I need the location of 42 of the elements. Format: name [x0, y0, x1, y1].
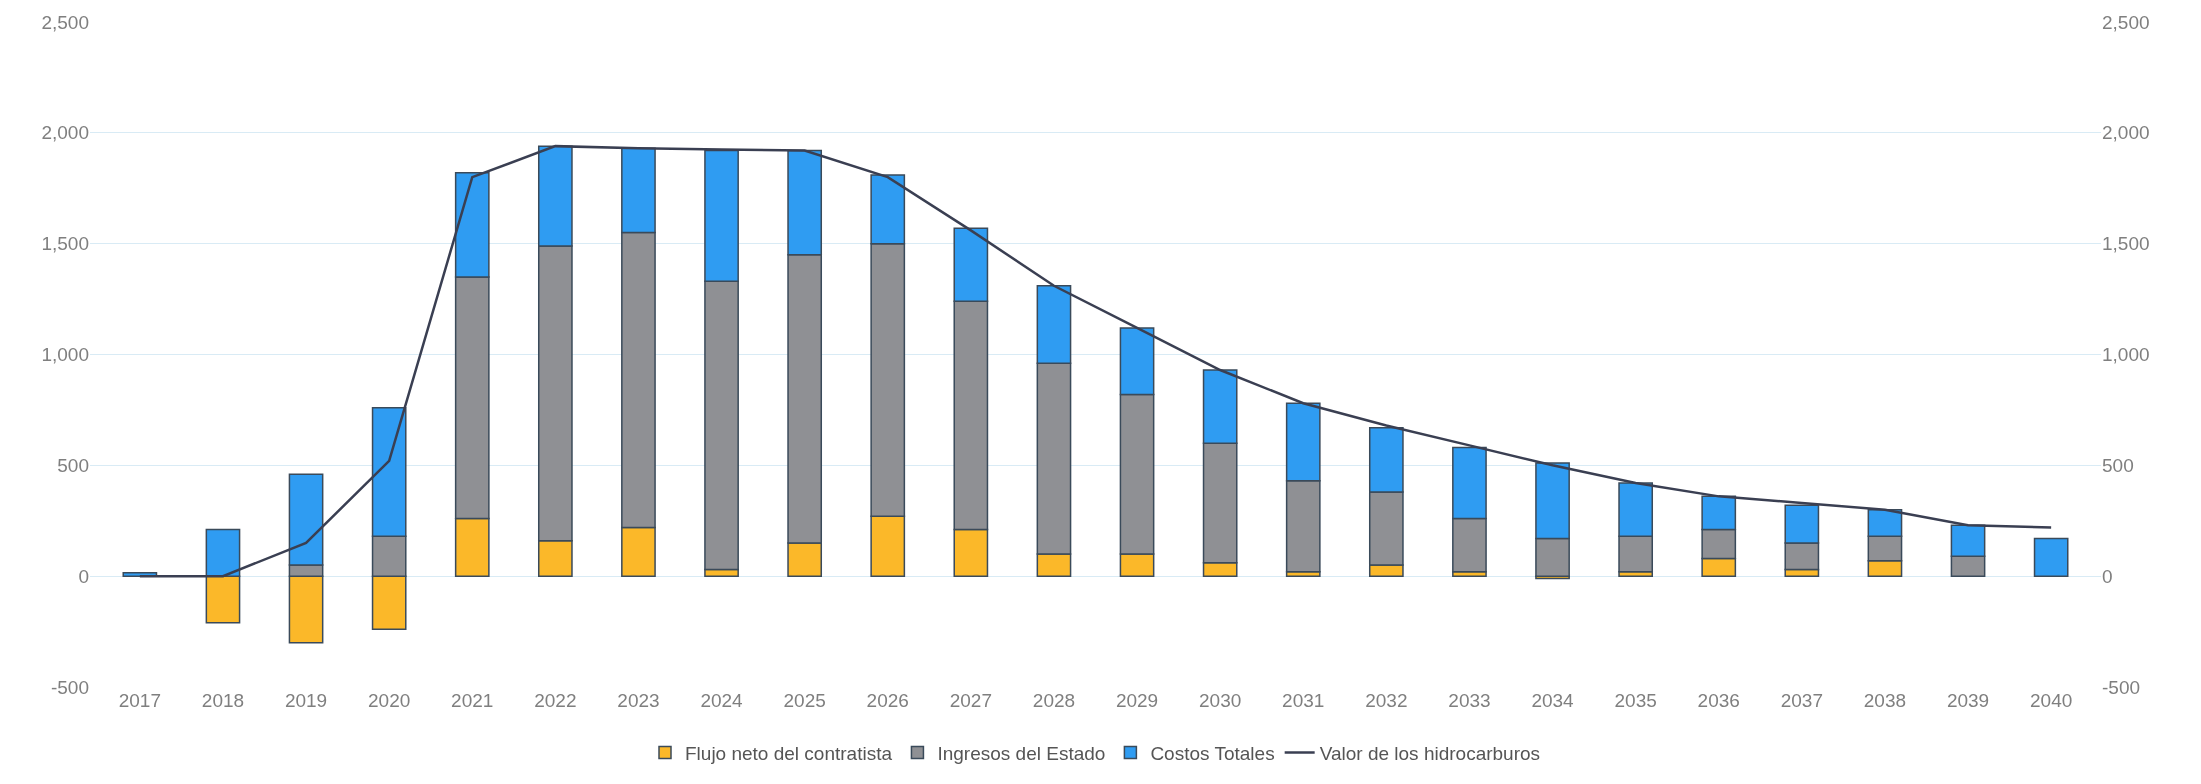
y2-tick-label: 1,000	[2102, 344, 2150, 366]
y-tick-label: 2,000	[41, 122, 89, 144]
x-tick-label: 2025	[783, 690, 826, 711]
y2-tick-label: -500	[2102, 676, 2141, 698]
x-tick-label: 2033	[1448, 690, 1491, 711]
legend-label: Flujo neto del contratista	[685, 742, 893, 764]
x-tick-label: 2022	[534, 690, 577, 711]
legend-label: Valor de los hidrocarburos	[1319, 742, 1541, 764]
y-tick-label: 2,500	[41, 11, 89, 33]
x-tick-label: 2018	[201, 690, 245, 711]
x-tick-label: 2021	[451, 690, 494, 711]
y2-tick-label: 500	[2102, 454, 2134, 476]
x-tick-label: 2038	[1863, 690, 1907, 711]
x-tick-label: 2037	[1780, 690, 1823, 711]
x-tick-label: 2039	[1946, 690, 1990, 711]
y-tick-label: -500	[50, 676, 89, 698]
legend-label: Costos Totales	[1150, 742, 1275, 764]
x-tick-label: 2027	[949, 690, 992, 711]
x-tick-label: 2023	[617, 690, 660, 711]
x-tick-label: 2036	[1697, 690, 1740, 711]
y-tick-label: 1,000	[41, 344, 89, 366]
y2-tick-label: 2,000	[2102, 122, 2150, 144]
y2-tick-label: 1,500	[2102, 233, 2150, 255]
y-tick-label: 1,500	[41, 233, 89, 255]
y-tick-label: 500	[57, 454, 89, 476]
legend-label: Ingresos del Estado	[937, 742, 1106, 764]
x-tick-label: 2034	[1531, 690, 1575, 711]
y-tick-label: 0	[78, 565, 89, 587]
x-tick-label: 2035	[1614, 690, 1657, 711]
x-tick-label: 2029	[1115, 690, 1159, 711]
x-tick-label: 2028	[1032, 690, 1076, 711]
x-tick-label: 2031	[1282, 690, 1325, 711]
x-tick-label: 2017	[118, 690, 161, 711]
x-tick-label: 2040	[2030, 690, 2073, 711]
x-tick-label: 2019	[284, 690, 328, 711]
x-tick-label: 2032	[1365, 690, 1408, 711]
x-tick-label: 2024	[700, 690, 744, 711]
x-tick-label: 2020	[368, 690, 411, 711]
y2-tick-label: 0	[2102, 565, 2113, 587]
x-tick-label: 2030	[1199, 690, 1242, 711]
x-tick-label: 2026	[866, 690, 909, 711]
y2-tick-label: 2,500	[2102, 11, 2150, 33]
